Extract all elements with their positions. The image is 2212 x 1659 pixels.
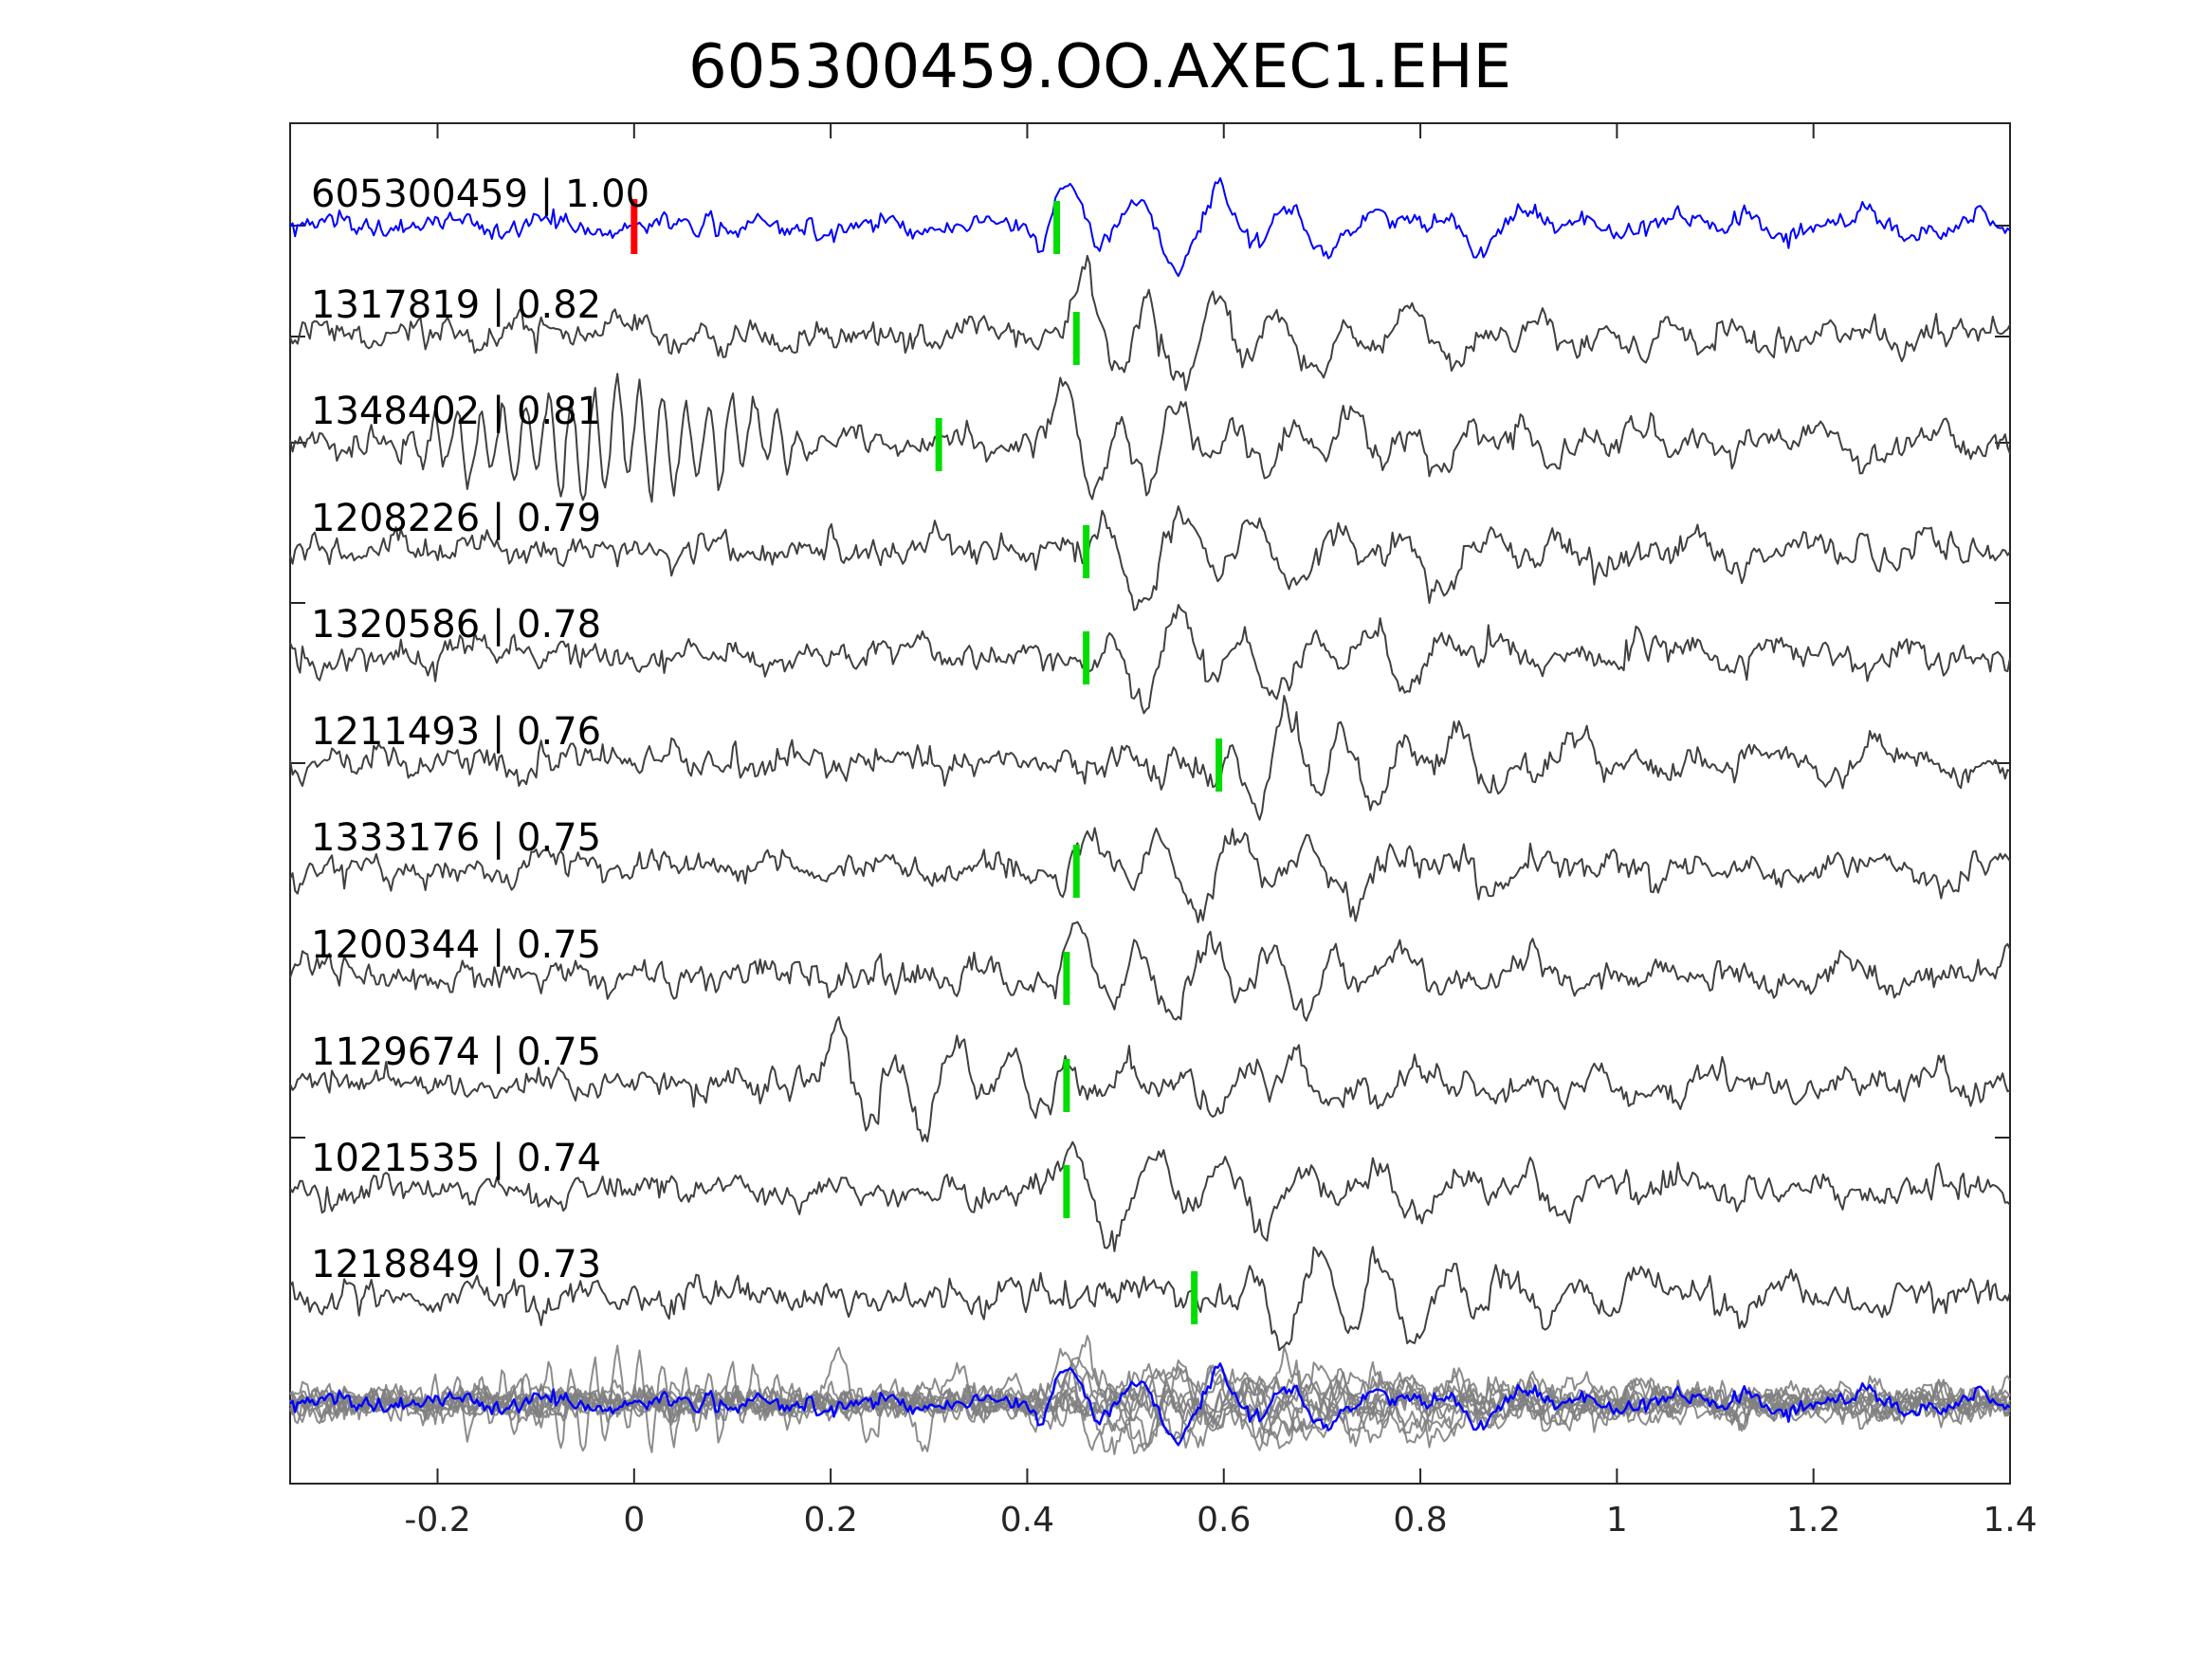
trace-label-1211493: 1211493 | 0.76: [311, 710, 601, 754]
trace-label-605300459: 605300459 | 1.00: [311, 173, 649, 216]
trace-label-1320586: 1320586 | 0.78: [311, 603, 601, 647]
trace-1129674: [289, 1015, 2011, 1142]
trace-labels: 605300459 | 1.00 1317819 | 0.82 1348402 | …: [311, 173, 649, 1286]
trace-1348402: [289, 373, 2011, 503]
trace-label-1348402: 1348402 | 0.81: [311, 390, 601, 433]
trace-1218849: [289, 1246, 2011, 1352]
axes-box: [289, 122, 2011, 1485]
chart-title: 605300459.OO.AXEC1.EHE: [688, 32, 1511, 102]
x-tick-label: -0.2: [404, 1501, 470, 1540]
x-tick-label: 0: [623, 1501, 645, 1540]
stack-trace-1021535: [289, 1362, 2011, 1456]
trace-1320586: [289, 604, 2011, 715]
trace-605300459: [289, 177, 2011, 278]
trace-1317819: [289, 254, 2011, 392]
x-tick-label: 0.8: [1393, 1501, 1447, 1540]
x-tick-label: 0.6: [1197, 1501, 1251, 1540]
trace-1333176: [289, 827, 2011, 923]
trace-label-1218849: 1218849 | 0.73: [311, 1243, 601, 1286]
trace-1208226: [289, 505, 2011, 611]
stack-trace-template: [289, 1362, 2011, 1447]
trace-1200344: [289, 921, 2011, 1022]
x-tick-label: 0.4: [1000, 1501, 1054, 1540]
pick-markers: [631, 199, 1223, 1324]
x-tick-label: 1: [1606, 1501, 1628, 1540]
x-axis-ticks: -0.2 0 0.2 0.4 0.6 0.8 1 1.2 1.4: [404, 123, 2038, 1540]
x-tick-label: 1.2: [1786, 1501, 1840, 1540]
x-tick-label: 1.4: [1983, 1501, 2037, 1540]
trace-label-1208226: 1208226 | 0.79: [311, 497, 601, 540]
stack-traces: [289, 1335, 2011, 1456]
trace-label-1333176: 1333176 | 0.75: [311, 816, 601, 860]
trace-1021535: [289, 1140, 2011, 1252]
trace-1211493: [289, 695, 2011, 821]
trace-label-1200344: 1200344 | 0.75: [311, 923, 601, 967]
trace-label-1021535: 1021535 | 0.74: [311, 1137, 601, 1180]
trace-label-1317819: 1317819 | 0.82: [311, 283, 601, 327]
stack-trace-1129674: [289, 1346, 2011, 1452]
waveform-traces: [289, 177, 2011, 1352]
trace-label-1129674: 1129674 | 0.75: [311, 1030, 601, 1074]
x-tick-label: 0.2: [803, 1501, 857, 1540]
